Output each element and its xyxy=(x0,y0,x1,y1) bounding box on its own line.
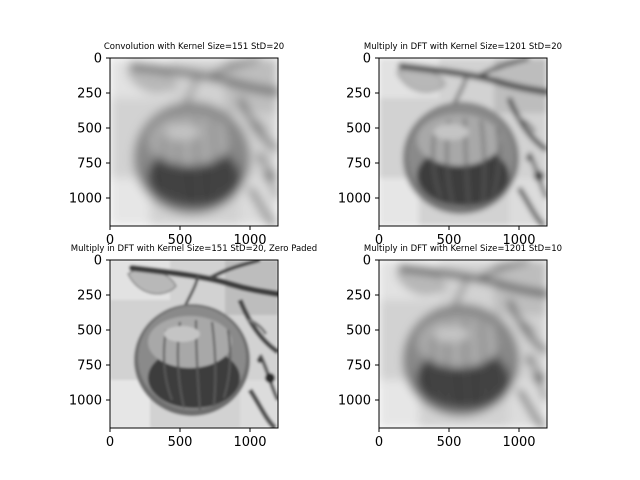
y-tick-label: 1000 xyxy=(338,394,371,409)
y-tick-label: 750 xyxy=(346,359,371,374)
subplot-title: Multiply in DFT with Kernel Size=1201 St… xyxy=(364,42,562,52)
y-tick-label: 0 xyxy=(94,52,102,67)
x-tick-label: 0 xyxy=(375,435,383,450)
x-tick-label: 0 xyxy=(106,435,114,450)
y-tick-label: 750 xyxy=(77,157,102,172)
subplot-grid: Convolution with Kernel Size=151 StD=200… xyxy=(69,42,562,450)
y-tick-label: 250 xyxy=(346,87,371,102)
y-tick-label: 500 xyxy=(346,122,371,137)
y-tick-label: 500 xyxy=(77,122,102,137)
y-tick-label: 500 xyxy=(77,324,102,339)
y-tick-label: 1000 xyxy=(338,192,371,207)
y-tick-label: 750 xyxy=(77,359,102,374)
y-tick-label: 250 xyxy=(77,87,102,102)
y-tick-label: 0 xyxy=(363,52,371,67)
subplot-4: Multiply in DFT with Kernel Size=1201 St… xyxy=(338,244,562,450)
subplot-title: Multiply in DFT with Kernel Size=151 StD… xyxy=(71,244,317,254)
heatmap-image xyxy=(110,58,278,226)
y-tick-label: 250 xyxy=(77,289,102,304)
subplot-2: Multiply in DFT with Kernel Size=1201 St… xyxy=(338,42,562,248)
y-tick-label: 250 xyxy=(346,289,371,304)
y-tick-label: 0 xyxy=(94,254,102,269)
subplot-3: Multiply in DFT with Kernel Size=151 StD… xyxy=(69,244,317,450)
y-tick-label: 1000 xyxy=(69,394,102,409)
x-tick-label: 500 xyxy=(168,435,193,450)
y-tick-label: 500 xyxy=(346,324,371,339)
subplot-1: Convolution with Kernel Size=151 StD=200… xyxy=(69,42,284,248)
x-tick-label: 1000 xyxy=(233,435,266,450)
subplot-title: Multiply in DFT with Kernel Size=1201 St… xyxy=(364,244,562,254)
y-tick-label: 1000 xyxy=(69,192,102,207)
x-tick-label: 1000 xyxy=(502,435,535,450)
y-tick-label: 0 xyxy=(363,254,371,269)
heatmap-image xyxy=(110,260,278,428)
y-tick-label: 750 xyxy=(346,157,371,172)
x-tick-label: 500 xyxy=(437,435,462,450)
subplot-title: Convolution with Kernel Size=151 StD=20 xyxy=(104,42,284,52)
heatmap-image xyxy=(379,260,547,428)
heatmap-image xyxy=(379,58,547,226)
